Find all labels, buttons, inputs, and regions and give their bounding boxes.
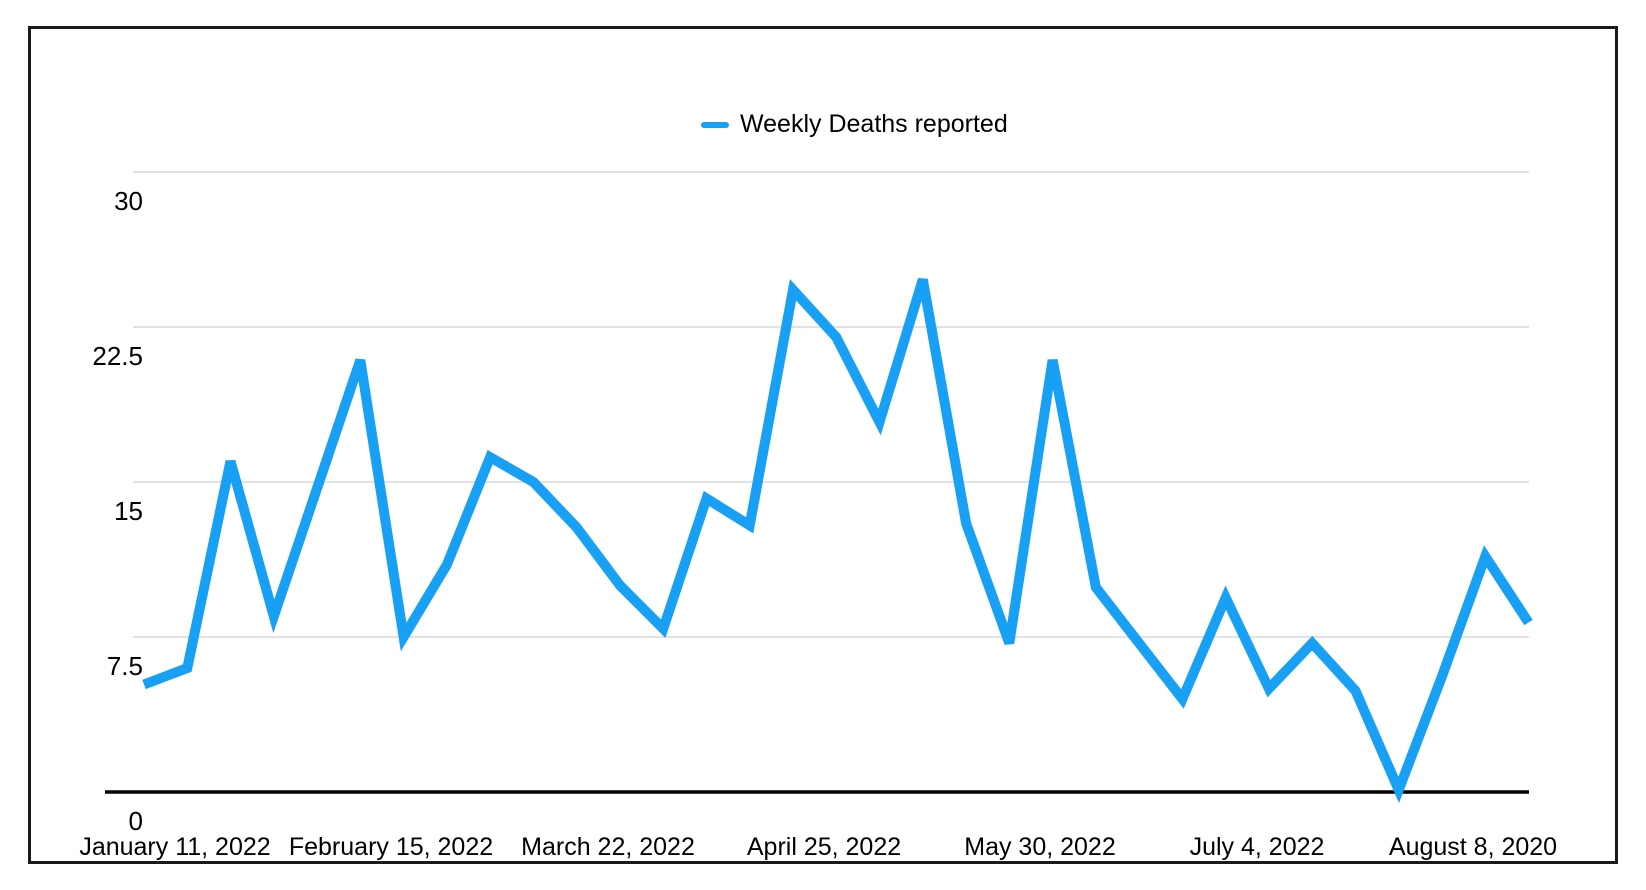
x-tick-label-may-30: May 30, 2022 xyxy=(964,833,1116,861)
x-tick-label-mar-22: March 22, 2022 xyxy=(521,833,695,861)
y-tick-label-30: 30 xyxy=(114,186,143,216)
legend-line-swatch xyxy=(701,121,729,128)
x-tick-label-feb-15: February 15, 2022 xyxy=(288,833,494,861)
x-tick-label-apr-25: April 25, 2022 xyxy=(746,833,902,861)
x-tick-label-aug-8: August 8, 2020 xyxy=(1388,833,1558,861)
x-tick-label-jul-4: July 4, 2022 xyxy=(1189,833,1325,861)
y-tick-label-0: 0 xyxy=(128,806,143,836)
legend-label: Weekly Deaths reported xyxy=(740,110,1008,138)
legend: Weekly Deaths reported xyxy=(701,110,1008,139)
weekly-deaths-series-line xyxy=(142,278,1533,804)
chart-frame: Weekly Deaths reported 30 22.5 15 7.5 0 … xyxy=(28,26,1618,864)
y-tick-label-15: 15 xyxy=(114,496,143,526)
x-tick-label-jan-11: January 11, 2022 xyxy=(79,833,271,861)
y-tick-label-7-5: 7.5 xyxy=(106,651,143,681)
y-tick-label-22-5: 22.5 xyxy=(92,341,143,371)
